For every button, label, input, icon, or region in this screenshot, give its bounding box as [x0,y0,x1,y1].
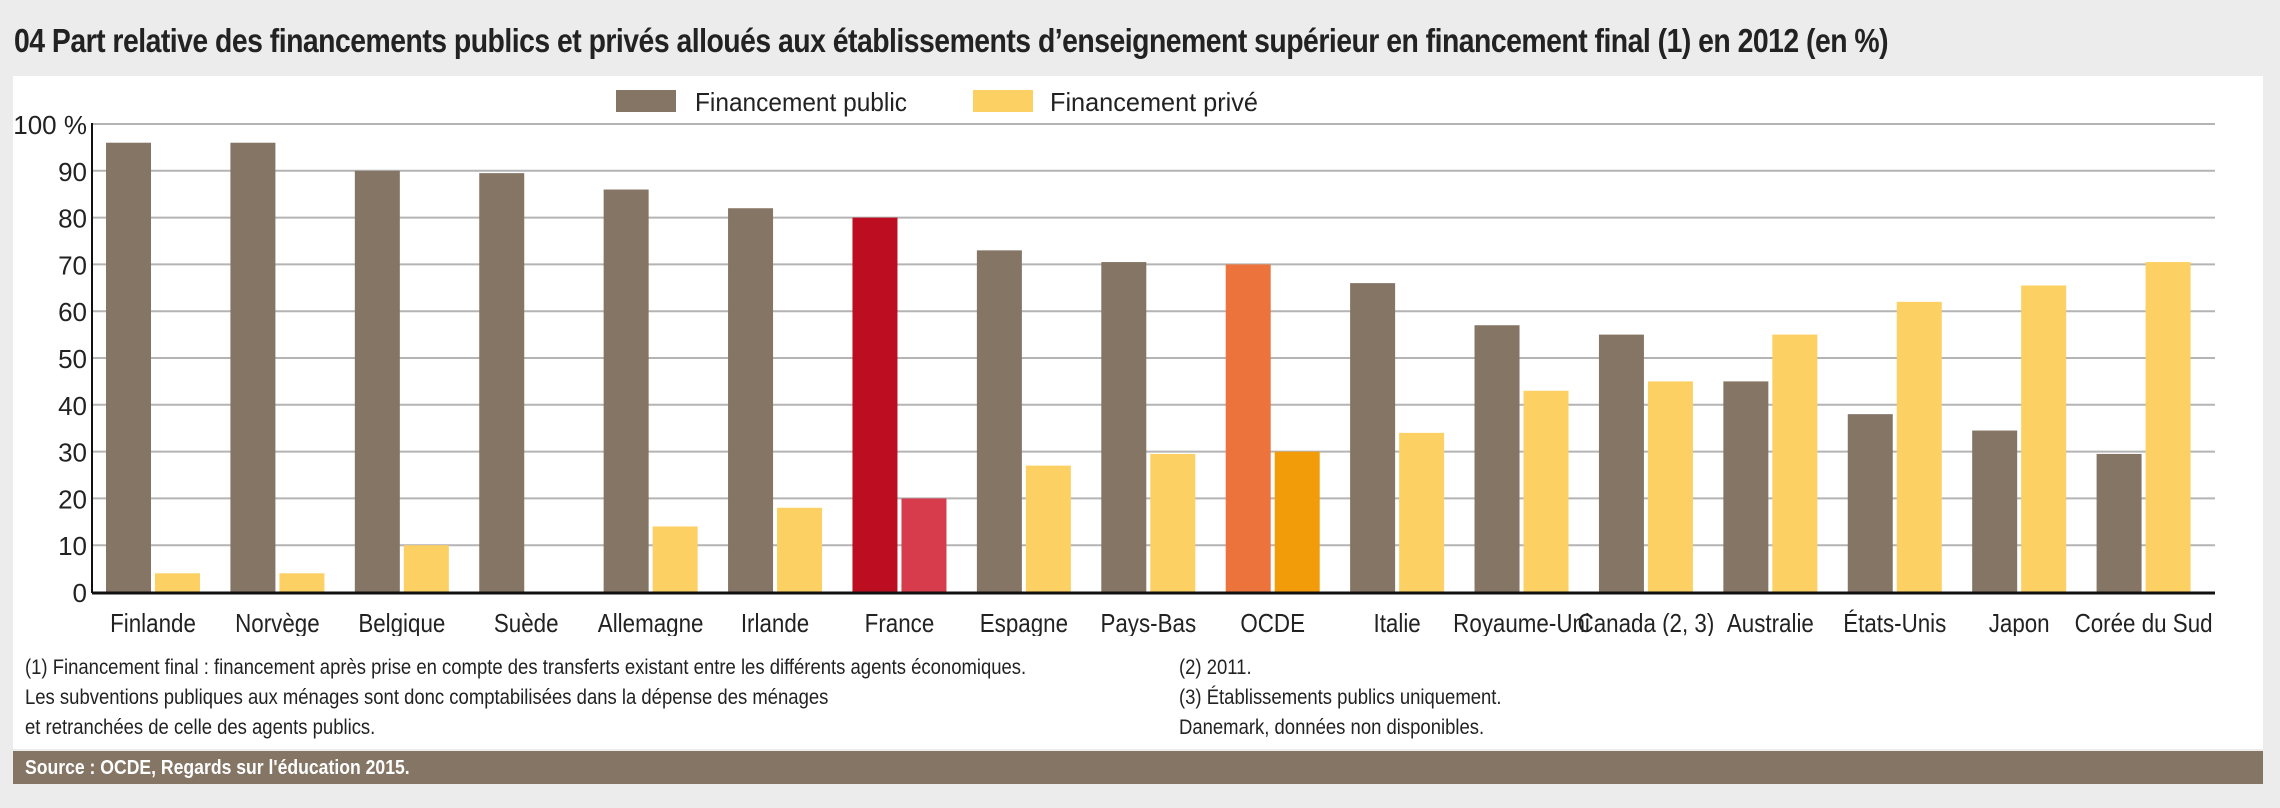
bar-public [1225,264,1271,592]
x-tick-label: Canada (2, 3) [1578,608,1715,636]
bar-public [976,250,1022,593]
legend-label-public: Financement public [695,87,907,117]
bar-public [603,189,649,592]
legend-swatch-public [616,90,676,112]
x-tick-label: Allemagne [598,608,704,636]
legend: Financement public Financement privé [616,87,1258,117]
bar-prive [2145,262,2191,592]
footnote-danemark: Danemark, données non disponibles. [1179,716,1485,739]
footnote-left: (1) Financement final : financement aprè… [25,653,1026,743]
bar-public [1723,381,1769,592]
y-tick-label: 20 [58,484,87,514]
y-tick-label: 10 [58,531,87,561]
y-tick-label: 90 [58,157,87,187]
y-tick-label: 50 [58,344,87,374]
bar-public [852,217,898,592]
bar-prive [155,573,200,592]
bar-prive [1399,432,1445,592]
footnote-right: (2) 2011. (3) Établissements publics uni… [1179,653,1502,743]
x-tick-label: États-Unis [1843,608,1946,636]
bar-prive [1523,390,1569,592]
bar-prive [2021,285,2067,592]
x-tick-label: Corée du Sud [2075,608,2213,636]
x-tick-label: Suède [494,608,559,636]
bars [106,142,2191,593]
x-tick-label: Belgique [358,608,445,636]
y-tick-label: 30 [58,438,87,468]
bar-public [728,208,774,593]
bar-prive [1150,453,1196,592]
bar-prive [1647,381,1693,592]
y-tick-label: 40 [58,391,87,421]
bar-prive [1772,334,1818,592]
bar-prive [901,498,947,592]
bar-public [1598,334,1644,592]
chart-panel: 0 10 20 30 40 50 60 70 80 90 100 % Finlande Norvège… [13,76,2263,749]
chart-title: 04 Part relative des financements public… [14,22,1889,59]
legend-swatch-prive [973,90,1033,112]
bar-public [106,142,151,592]
footnote-3: (3) Établissements publics uniquement. [1179,686,1502,709]
footnote-1-cont-a: Les subventions publiques aux ménages so… [25,686,829,709]
y-axis-ticks: 0 10 20 30 40 50 60 70 80 90 100 % [13,110,87,608]
bar-public [354,170,400,593]
bar-public [479,173,525,592]
x-tick-label: Finlande [110,608,196,636]
footnote-2: (2) 2011. [1179,656,1252,679]
bar-public [230,142,276,592]
y-tick-label: 80 [58,204,87,234]
bar-public [1474,325,1520,592]
bar-chart: 0 10 20 30 40 50 60 70 80 90 100 % Finlande Norvège… [13,87,2215,636]
x-tick-label: Royaume-Uni [1453,608,1590,636]
y-tick-label: 0 [73,578,87,608]
x-tick-label: Espagne [980,608,1068,636]
x-tick-label: Japon [1989,608,2050,636]
bar-prive [1025,465,1071,592]
x-axis-labels: Finlande Norvège Belgique Suède Allemagne Irl… [110,608,2212,636]
x-tick-label: Italie [1374,608,1421,636]
bar-public [1101,262,1147,592]
y-tick-label: 100 % [13,110,87,140]
bar-public [1972,430,2018,592]
bar-prive [1274,451,1320,592]
bar-prive [652,526,698,592]
footnote-1: (1) Financement final : financement aprè… [25,656,1027,679]
bar-prive [1896,301,1942,592]
x-tick-label: Irlande [741,608,809,636]
x-tick-label: Australie [1727,608,1814,636]
bar-public [1847,414,1893,592]
y-tick-label: 70 [58,250,87,280]
legend-label-prive: Financement privé [1050,87,1258,117]
y-tick-label: 60 [58,297,87,327]
source-bar: Source : OCDE, Regards sur l'éducation 2… [13,751,2263,784]
x-tick-label: OCDE [1240,608,1305,636]
bar-public [1350,283,1396,592]
bar-prive [777,507,823,592]
footnote-1-cont-b: et retranchées de celle des agents publi… [25,716,376,739]
x-tick-label: France [865,608,935,636]
source-text: Source : OCDE, Regards sur l'éducation 2… [25,757,410,779]
x-tick-label: Pays-Bas [1100,608,1196,636]
bar-prive [279,573,325,592]
bar-prive [403,545,449,592]
x-tick-label: Norvège [235,608,320,636]
gridlines [92,123,2215,547]
bar-public [2096,453,2142,592]
